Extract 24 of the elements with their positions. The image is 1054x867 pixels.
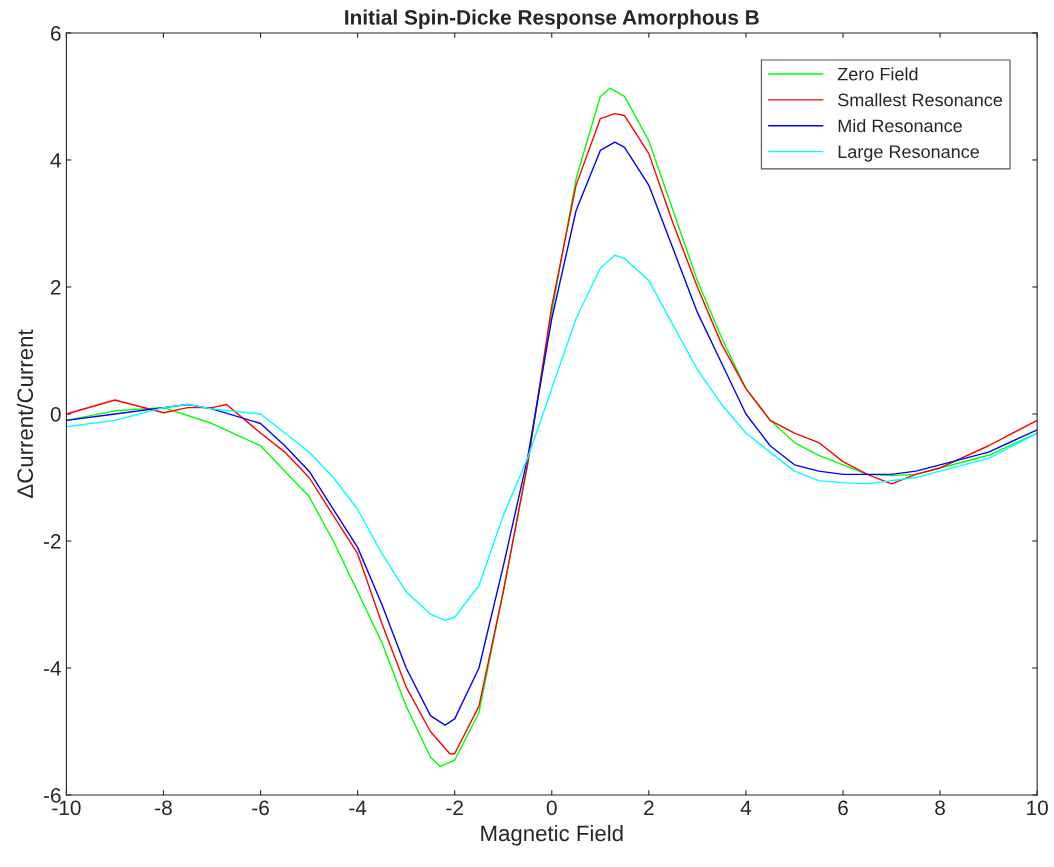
- legend-label: Mid Resonance: [838, 118, 962, 133]
- y-tick-label: 0: [50, 406, 61, 422]
- x-tick-label: -6: [252, 800, 269, 816]
- x-axis-title: Magnetic Field: [481, 824, 623, 846]
- y-tick-label: 6: [51, 25, 61, 41]
- x-tick-label: -4: [349, 800, 367, 815]
- legend-label: Large Resonance: [838, 145, 979, 162]
- y-tick-label: -2: [43, 534, 61, 549]
- y-tick-label: 2: [51, 279, 61, 295]
- x-tick-label: 10: [1027, 800, 1048, 816]
- y-axis-title: ΔCurrent/Current: [16, 329, 34, 498]
- x-tick-label: -2: [446, 800, 463, 815]
- x-tick-label: -8: [155, 800, 172, 816]
- y-tick-label: 4: [50, 153, 61, 168]
- line-series: [66, 254, 1038, 622]
- y-tick-label: -4: [43, 661, 61, 676]
- chart-title: Initial Spin-Dicke Response Amorphous B: [345, 9, 759, 29]
- x-tick-label: 8: [935, 800, 945, 816]
- legend-label: Zero Field: [837, 67, 918, 81]
- x-tick-label: 2: [644, 800, 654, 815]
- x-tick-label: 4: [740, 800, 752, 815]
- x-tick-label: 6: [838, 800, 848, 816]
- legend-label: Smallest Resonance: [838, 93, 1003, 107]
- x-tick-label: 0: [546, 800, 557, 816]
